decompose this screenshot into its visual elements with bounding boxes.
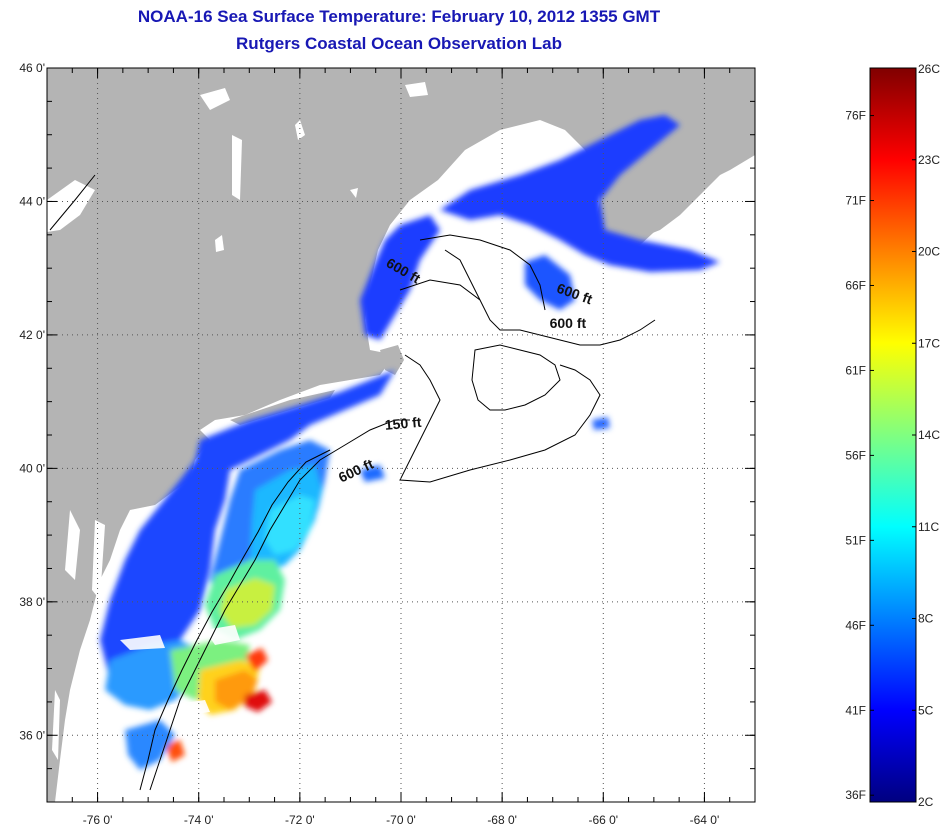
colorbar-celsius-label: 17C <box>918 336 940 350</box>
colorbar-fahrenheit-label: 76F <box>845 109 866 123</box>
bathymetry-contours <box>49 174 656 791</box>
lat-tick-label: 44 0' <box>19 194 45 208</box>
lat-tick-label: 36 0' <box>19 728 45 742</box>
lat-tick-label: 42 0' <box>19 328 45 342</box>
colorbar-celsius-label: 20C <box>918 245 940 259</box>
colorbar-celsius-label: 14C <box>918 428 940 442</box>
contour-label: 150 ft <box>384 414 422 433</box>
lon-tick-label: -68 0' <box>487 813 517 827</box>
lat-tick-label: 46 0' <box>19 61 45 75</box>
inland-lakes <box>47 82 428 760</box>
colorbar-celsius-label: 8C <box>918 612 934 626</box>
contour-label: 600 ft <box>550 315 587 331</box>
colorbar-fahrenheit-label: 41F <box>845 703 866 717</box>
axis-ticks <box>46 67 756 803</box>
land-long-island <box>230 390 335 425</box>
colorbar-fahrenheit-label: 46F <box>845 618 866 632</box>
map-subtitle: Rutgers Coastal Ocean Observation Lab <box>236 34 562 53</box>
colorbar-fahrenheit-label: 61F <box>845 363 866 377</box>
colorbar-fahrenheit-label: 56F <box>845 448 866 462</box>
colorbar-labels: 26C 23C 20C 17C 14C 11C 8C 5C 2C 76F 71F 66F 61F 56F 5… <box>845 62 940 809</box>
axis-labels: -76 0' -74 0' -72 0' -70 0' -68 0' -66 0' -64 … <box>19 61 719 827</box>
colorbar-fahrenheit-label: 66F <box>845 278 866 292</box>
colorbar-celsius-label: 26C <box>918 62 940 76</box>
colorbar-celsius-label: 23C <box>918 153 940 167</box>
colorbar-celsius-label: 5C <box>918 703 934 717</box>
lon-tick-label: -64 0' <box>690 813 720 827</box>
lon-tick-label: -66 0' <box>588 813 618 827</box>
lon-tick-label: -72 0' <box>285 813 315 827</box>
land-cape-cod <box>380 345 404 375</box>
lon-tick-label: -76 0' <box>83 813 113 827</box>
colorbar-celsius-label: 11C <box>918 520 939 534</box>
colorbar-fahrenheit-label: 71F <box>845 194 866 208</box>
lon-tick-label: -70 0' <box>386 813 416 827</box>
colorbar-celsius-label: 2C <box>918 795 934 809</box>
lat-tick-label: 38 0' <box>19 595 45 609</box>
land-mainland <box>47 68 755 802</box>
lat-tick-label: 40 0' <box>19 461 45 475</box>
cloud-mask <box>120 420 350 716</box>
colorbar <box>869 67 917 803</box>
lon-tick-label: -74 0' <box>184 813 214 827</box>
colorbar-fahrenheit-label: 36F <box>845 788 866 802</box>
lat-lon-grid <box>47 68 755 802</box>
map-title: NOAA-16 Sea Surface Temperature: Februar… <box>137 7 661 26</box>
colorbar-fahrenheit-label: 51F <box>845 533 866 547</box>
land-nova-scotia <box>598 110 755 243</box>
